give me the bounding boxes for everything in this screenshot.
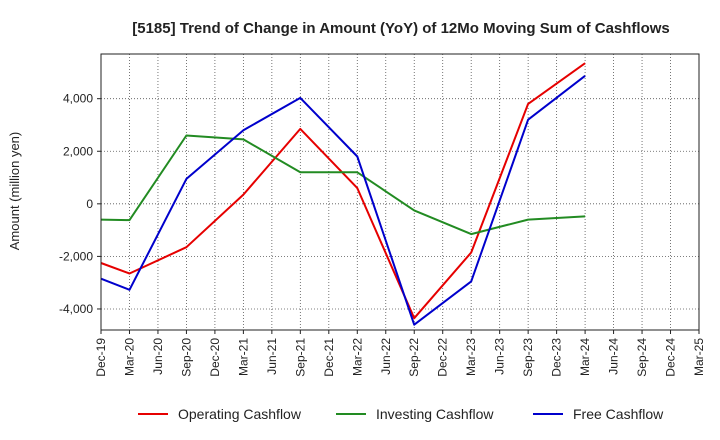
x-tick-label: Jun-21 <box>265 338 279 375</box>
x-tick-label: Dec-20 <box>208 338 222 377</box>
y-axis-ticks: 4,000 2,000 0 -2,000 -4,000 <box>59 92 101 316</box>
x-tick-label: Sep-24 <box>635 338 649 377</box>
y-tick-label: 4,000 <box>63 92 93 106</box>
x-tick-label: Mar-25 <box>692 338 706 376</box>
series-line-free-cashflow <box>100 75 586 326</box>
x-tick-label: Sep-21 <box>293 338 307 377</box>
x-tick-label: Sep-20 <box>179 338 193 377</box>
x-tick-label: Dec-24 <box>664 338 678 377</box>
x-tick-label: Sep-23 <box>521 338 535 377</box>
x-tick-label: Mar-21 <box>236 338 250 376</box>
x-tick-label: Dec-21 <box>322 338 336 377</box>
x-tick-label: Sep-22 <box>407 338 421 377</box>
x-tick-label: Mar-23 <box>464 338 478 376</box>
x-tick-label: Jun-23 <box>493 338 507 375</box>
series-line-operating-cashflow <box>100 62 586 320</box>
y-tick-label: -4,000 <box>59 302 93 316</box>
legend: Operating Cashflow Investing Cashflow Free… <box>138 406 664 422</box>
y-tick-label: 0 <box>86 197 93 211</box>
y-tick-label: -2,000 <box>59 249 93 263</box>
x-tick-label: Jun-20 <box>151 338 165 375</box>
legend-label: Free Cashflow <box>573 406 664 422</box>
plot-area-frame <box>100 53 700 331</box>
x-tick-label: Mar-24 <box>578 338 592 376</box>
x-tick-label: Dec-23 <box>550 338 564 377</box>
x-axis-ticks: Dec-19 Mar-20 Jun-20 Sep-20 Dec-20 Mar-21 Jun-… <box>94 330 706 377</box>
legend-label: Investing Cashflow <box>376 406 494 422</box>
grid-lines <box>100 54 700 330</box>
x-tick-label: Dec-22 <box>436 338 450 377</box>
y-tick-label: 2,000 <box>63 144 93 158</box>
x-tick-label: Mar-20 <box>122 338 136 376</box>
x-tick-label: Jun-22 <box>379 338 393 375</box>
legend-label: Operating Cashflow <box>178 406 302 422</box>
x-tick-label: Dec-19 <box>94 338 108 377</box>
series-lines <box>100 62 586 326</box>
x-tick-label: Mar-22 <box>350 338 364 376</box>
x-tick-label: Jun-24 <box>607 338 621 375</box>
chart-title: [5185] Trend of Change in Amount (YoY) o… <box>132 20 670 37</box>
series-line-investing-cashflow <box>100 134 586 236</box>
y-axis-label: Amount (million yen) <box>7 132 22 251</box>
